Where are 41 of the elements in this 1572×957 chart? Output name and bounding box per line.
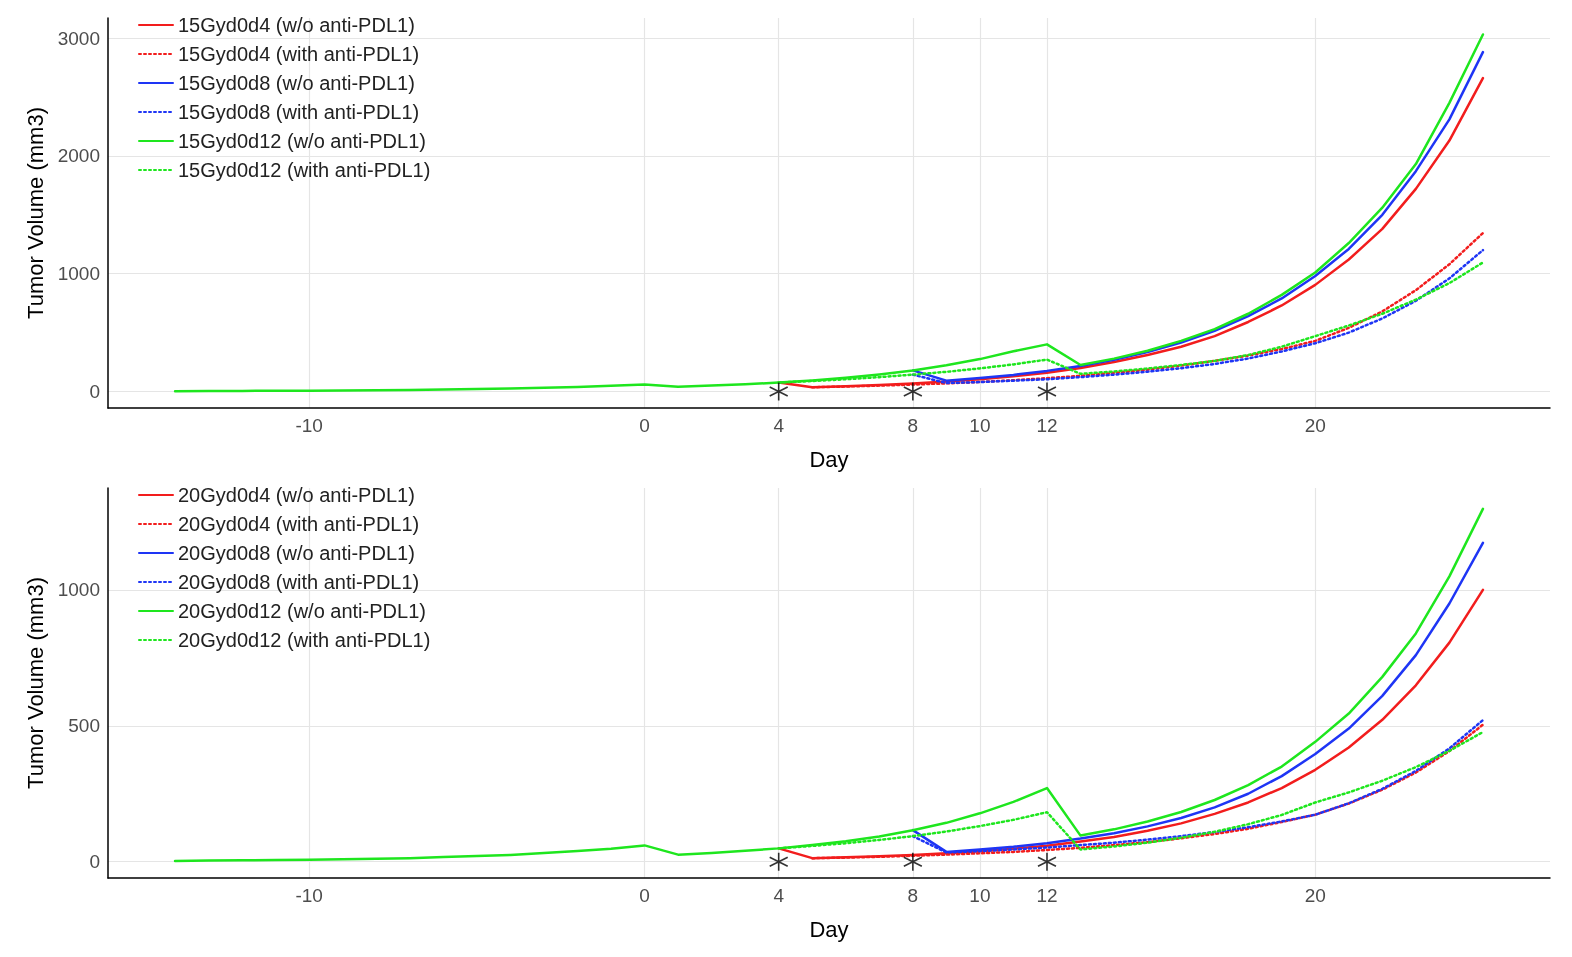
x-tick-label: 4 <box>773 415 785 436</box>
y-tick-label: 0 <box>89 851 100 873</box>
line-series <box>911 541 1485 854</box>
x-tick-label: -10 <box>295 415 323 436</box>
x-tick-label: 0 <box>639 885 650 906</box>
legend-label: 15Gyd0d4 (with anti-PDL1) <box>178 43 420 65</box>
legend-label: 15Gyd0d12 (w/o anti-PDL1) <box>178 130 426 152</box>
legend-label: 20Gyd0d8 (with anti-PDL1) <box>178 571 420 593</box>
legend-label: 20Gyd0d8 (w/o anti-PDL1) <box>178 542 415 564</box>
legend-label: 15Gyd0d8 (with anti-PDL1) <box>178 101 420 123</box>
legend-label: 20Gyd0d12 (with anti-PDL1) <box>178 629 431 651</box>
x-tick-label: -10 <box>295 885 323 906</box>
legend-label: 20Gyd0d4 (w/o anti-PDL1) <box>178 484 415 506</box>
x-axis-title: Day <box>809 916 849 942</box>
legend-label: 15Gyd0d12 (with anti-PDL1) <box>178 159 431 181</box>
x-tick-label: 10 <box>969 885 991 906</box>
x-axis-title: Day <box>809 446 849 472</box>
y-axis-title: Tumor Volume (mm3) <box>22 577 48 789</box>
y-tick-label: 0 <box>89 381 100 402</box>
line-series <box>173 507 1485 863</box>
y-axis-title: Tumor Volume (mm3) <box>22 107 48 319</box>
x-tick-label: 12 <box>1036 885 1058 906</box>
x-tick-label: 8 <box>907 885 919 906</box>
y-tick-label: 500 <box>68 715 100 737</box>
x-tick-label: 20 <box>1304 415 1326 436</box>
y-tick-label: 1000 <box>57 263 100 285</box>
x-tick-label: 20 <box>1304 885 1326 906</box>
x-tick-label: 0 <box>639 415 650 436</box>
x-tick-label: 8 <box>907 415 919 436</box>
line-series <box>777 588 1485 860</box>
y-tick-label: 2000 <box>57 145 100 167</box>
legend-label: 20Gyd0d4 (with anti-PDL1) <box>178 513 420 535</box>
x-tick-label: 4 <box>773 885 785 906</box>
y-tick-label: 3000 <box>57 27 100 49</box>
x-tick-label: 12 <box>1036 415 1058 436</box>
y-tick-label: 1000 <box>57 579 100 601</box>
legend-label: 20Gyd0d12 (w/o anti-PDL1) <box>178 600 426 622</box>
legend-label: 15Gyd0d4 (w/o anti-PDL1) <box>178 14 415 36</box>
legend-label: 15Gyd0d8 (w/o anti-PDL1) <box>178 72 415 94</box>
line-series <box>911 50 1485 382</box>
x-tick-label: 10 <box>969 415 991 436</box>
